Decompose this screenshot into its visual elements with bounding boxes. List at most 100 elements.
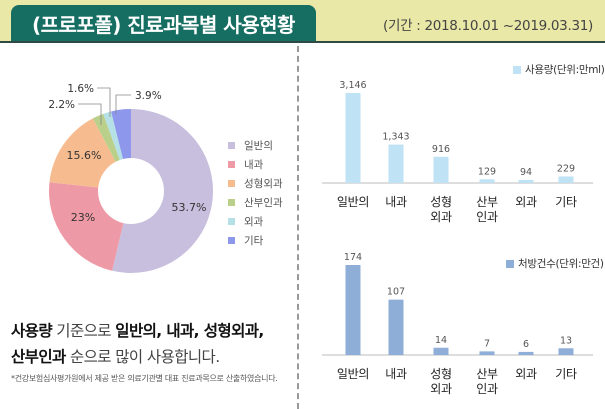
category-line: 내과: [385, 195, 407, 209]
category-line: 기타: [555, 195, 577, 209]
legend-swatch: [228, 199, 235, 206]
category-label-0-4: 외과: [503, 195, 549, 210]
bar-1-2: [433, 347, 449, 355]
value-label-1-5: 13: [560, 335, 572, 346]
legend-swatch: [513, 65, 521, 74]
category-label-1-3: 산부 인과: [464, 367, 510, 397]
category-line: 외과: [430, 382, 452, 396]
legend-swatch: [228, 237, 235, 244]
category-label-1-4: 외과: [503, 367, 549, 382]
legend-item-0: 일반의: [228, 136, 283, 155]
category-line: 인과: [476, 210, 498, 224]
value-label-1-3: 7: [484, 338, 490, 349]
footnote: *건강보험심사평가원에서 제공 받은 의료기관별 대표 진료과목으로 산출하였습…: [11, 374, 278, 383]
category-line: 외과: [515, 367, 537, 381]
legend-item-2: 성형외과: [228, 174, 283, 193]
legend-swatch: [228, 142, 235, 149]
donut-slice-4: [103, 111, 123, 160]
bar-0-0: [345, 93, 361, 183]
value-label-0-1: 1,343: [382, 132, 409, 143]
legend-label: 처방건수(단위:만건): [518, 258, 604, 270]
value-label-0-0: 3,146: [339, 80, 366, 91]
category-line: 기타: [555, 367, 577, 381]
category-line: 일반의: [336, 195, 370, 209]
category-line: 일반의: [336, 367, 370, 381]
category-label-1-1: 내과: [373, 367, 419, 382]
legend-swatch: [228, 180, 235, 187]
donut-label-2: 15.6%: [67, 149, 102, 162]
donut-leader-4: [97, 87, 111, 117]
value-label-0-4: 94: [520, 167, 532, 178]
donut-leader-5: [115, 94, 131, 114]
summary-emph: 사용량: [11, 322, 53, 340]
legend-swatch: [506, 259, 514, 268]
dashed-divider: [297, 46, 299, 409]
period-label: (기간 : 2018.10.01 ~2019.03.31): [383, 18, 593, 34]
legend-label: 기타: [244, 235, 264, 247]
category-line: 성형: [430, 367, 452, 381]
legend-label: 외과: [244, 216, 264, 228]
value-label-0-5: 229: [557, 163, 575, 174]
bar-0-1: [388, 144, 404, 183]
bar-0-2: [433, 156, 449, 183]
category-line: 외과: [430, 210, 452, 224]
summary-plain: 기준으로: [51, 322, 116, 340]
donut-label-4: 1.6%: [67, 83, 94, 95]
legend-label: 내과: [244, 159, 264, 171]
value-label-1-2: 14: [435, 335, 447, 346]
legend-swatch: [228, 218, 235, 225]
category-label-0-3: 산부 인과: [464, 195, 510, 225]
page-title: (프로포폴) 진료과목별 사용현황: [32, 13, 295, 37]
value-label-1-1: 107: [387, 287, 405, 298]
bar-charts: 3,146 1,343 916 129 94 229 174 107 14 7 6 13: [322, 80, 593, 356]
summary-text: 사용량 기준으로 일반의, 내과, 성형외과, 산부인과 순으로 많이 사용합니…: [11, 318, 264, 370]
category-line: 성형: [430, 195, 452, 209]
legend-item-1: 내과: [228, 155, 283, 174]
bar-legend-1: 처방건수(단위:만건): [506, 256, 604, 271]
summary-emph: 일반의, 내과, 성형외과,: [115, 322, 264, 340]
donut-label-0: 53.7%: [172, 201, 207, 214]
category-line: 인과: [476, 382, 498, 396]
donut-slice-1: [48, 182, 124, 271]
header-rule: [0, 41, 605, 43]
bar-1-0: [345, 265, 361, 355]
category-line: 외과: [515, 195, 537, 209]
bar-0-5: [558, 176, 574, 183]
donut-label-5: 3.9%: [135, 90, 162, 102]
legend-label: 산부인과: [244, 197, 283, 209]
donut-slice-0: [112, 109, 213, 273]
category-line: 내과: [385, 367, 407, 381]
category-label-0-5: 기타: [543, 195, 589, 210]
bar-1-4: [518, 351, 534, 355]
value-label-0-2: 916: [432, 144, 450, 155]
category-label-0-0: 일반의: [330, 195, 376, 210]
summary-emph: 산부인과: [11, 348, 66, 366]
bar-1-3: [479, 351, 495, 355]
donut-slice-5: [111, 109, 131, 159]
category-label-1-0: 일반의: [330, 367, 376, 382]
donut-chart: 53.7% 23% 15.6% 2.2% 1.6% 3.9%: [48, 83, 213, 273]
donut-label-1: 23%: [71, 211, 95, 224]
category-label-0-2: 성형 외과: [418, 195, 464, 225]
category-line: 산부: [476, 367, 498, 381]
bar-legend-0: 사용량(단위:만ml): [513, 62, 605, 77]
bar-1-1: [388, 299, 404, 355]
legend-item-4: 외과: [228, 212, 283, 231]
category-line: 산부: [476, 195, 498, 209]
donut-leader-3: [78, 103, 102, 125]
value-label-1-0: 174: [344, 252, 362, 263]
legend-label: 성형외과: [244, 178, 283, 190]
legend-swatch: [228, 161, 235, 168]
value-label-0-3: 129: [478, 166, 496, 177]
value-label-1-4: 6: [523, 339, 529, 350]
donut-slice-2: [49, 118, 116, 188]
legend-item-3: 산부인과: [228, 193, 283, 212]
donut-slice-3: [92, 113, 120, 162]
legend-label: 사용량(단위:만ml): [525, 64, 605, 76]
category-label-0-1: 내과: [373, 195, 419, 210]
summary-plain: 순으로 많이 사용합니다.: [65, 348, 220, 366]
title-tab: [11, 5, 316, 42]
legend-label: 일반의: [244, 140, 273, 152]
legend-item-5: 기타: [228, 231, 283, 250]
